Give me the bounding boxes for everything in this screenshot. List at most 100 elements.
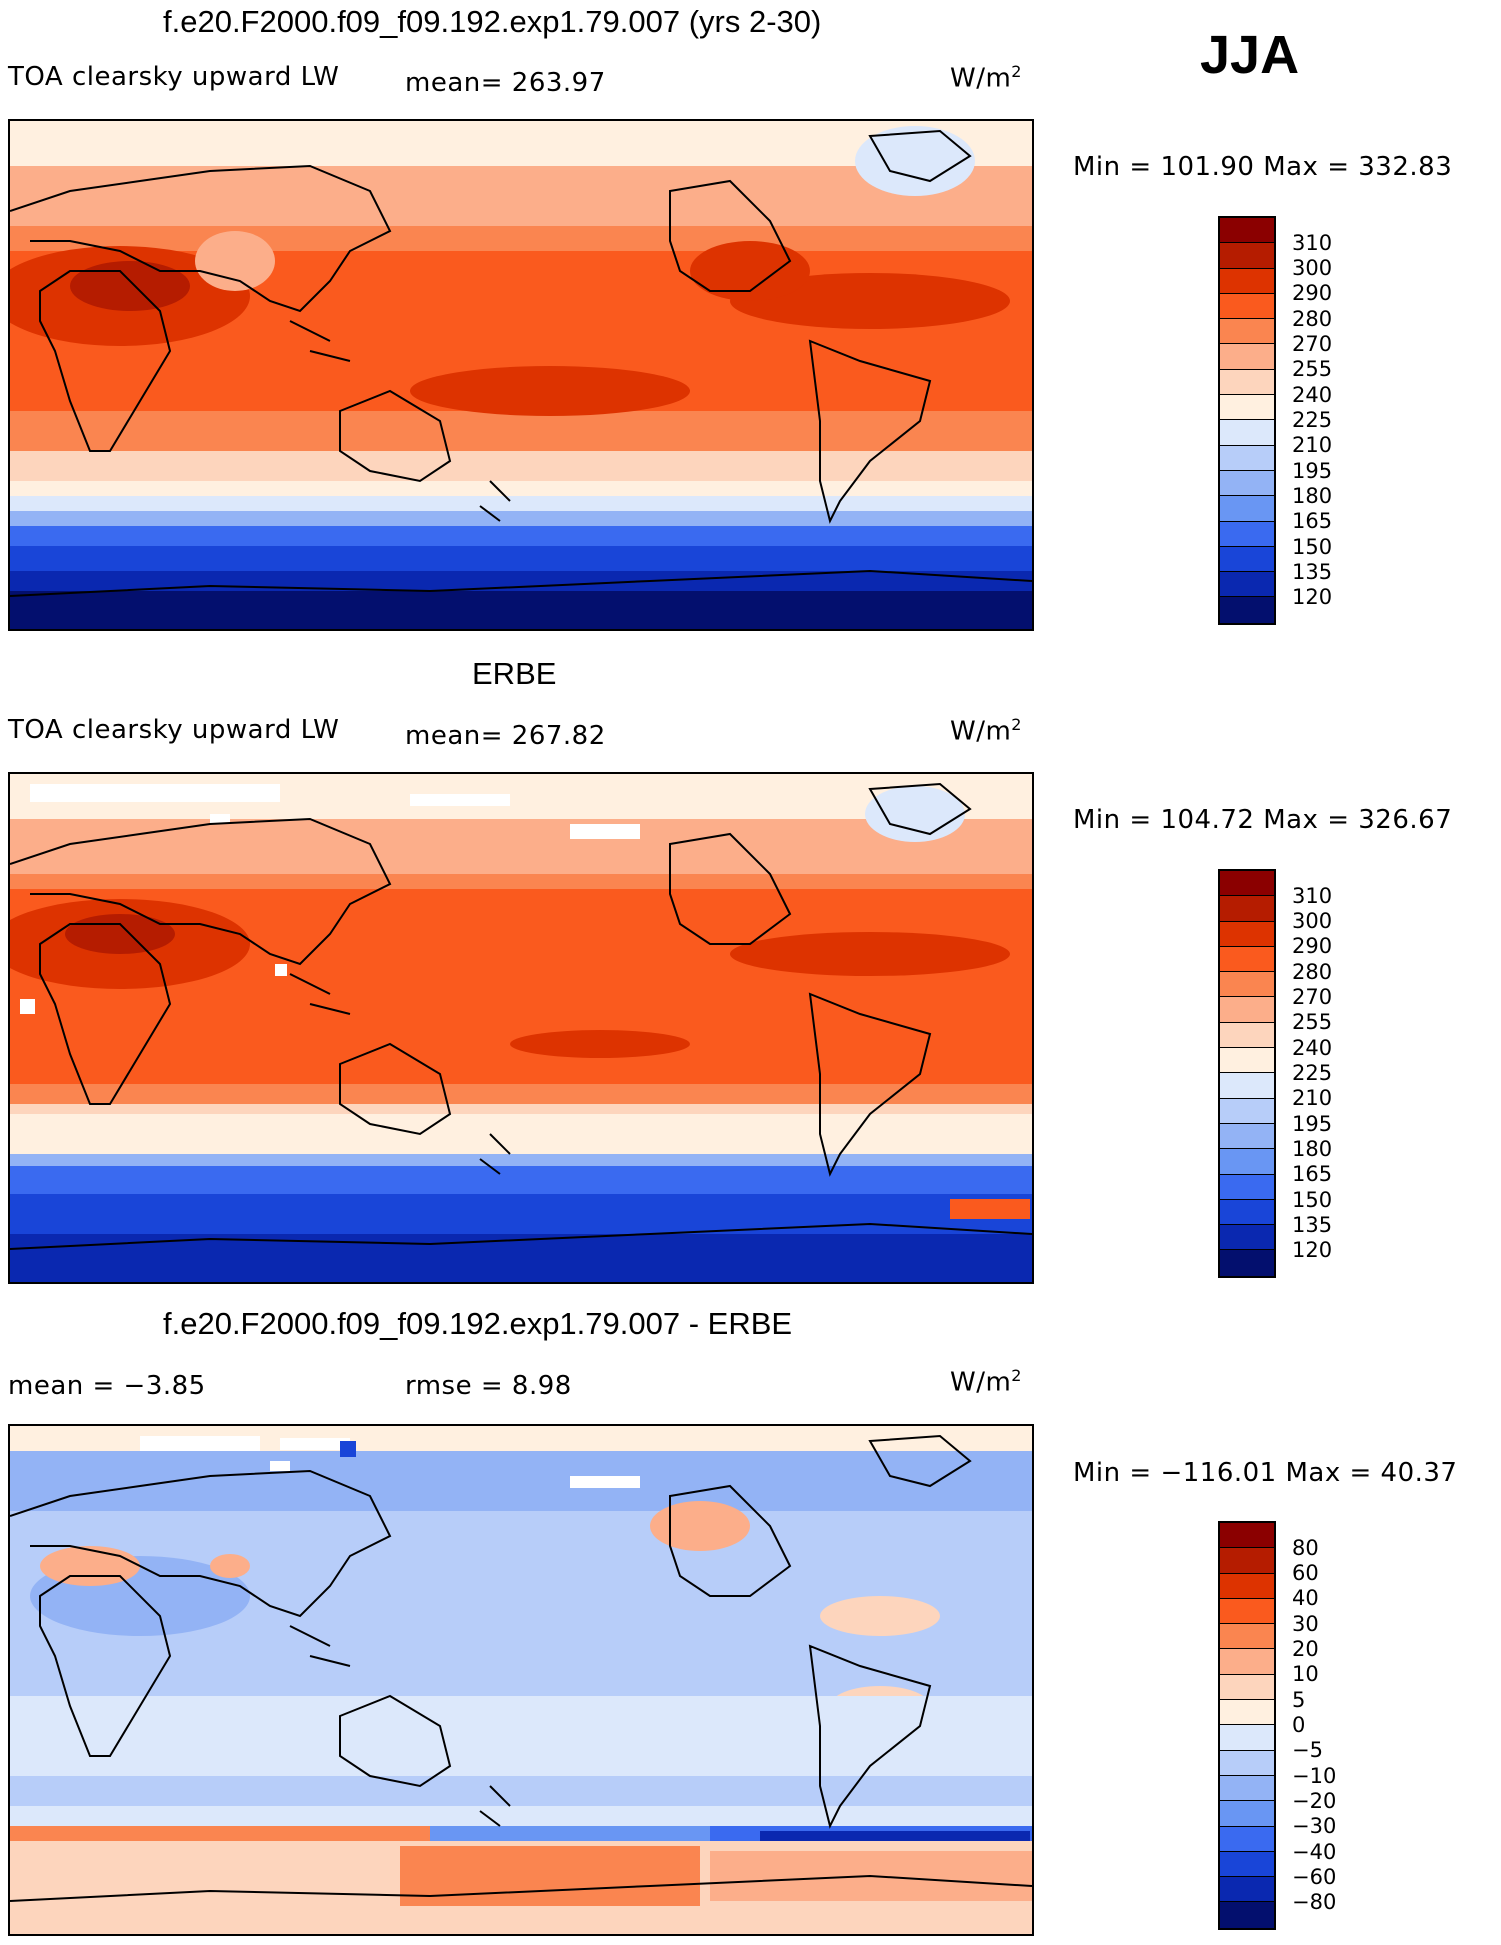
colorbar-tick: 40 <box>1292 1586 1319 1610</box>
colorbar-tick: 290 <box>1292 934 1333 958</box>
contour-fill <box>10 1154 1032 1166</box>
contour-fill <box>65 914 175 954</box>
contour-fill <box>10 1234 1032 1282</box>
colorbar-swatch <box>1220 268 1274 294</box>
colorbar-tick: 20 <box>1292 1637 1319 1661</box>
contour-fill <box>10 546 1032 571</box>
colorbar-tick: −40 <box>1292 1840 1337 1864</box>
colorbar-swatch <box>1220 871 1274 897</box>
panel2-minmax: Min = 104.72 Max = 326.67 <box>1073 805 1453 835</box>
panel3-minmax: Min = −116.01 Max = 40.37 <box>1073 1458 1458 1488</box>
colorbar-swatch <box>1220 1199 1274 1226</box>
colorbar-swatch <box>1220 243 1274 269</box>
colorbar-tick: 290 <box>1292 281 1333 305</box>
panel1-variable: TOA clearsky upward LW <box>8 62 340 92</box>
colorbar-tick: 120 <box>1292 1238 1333 1262</box>
colorbar-tick: 195 <box>1292 1112 1333 1136</box>
contour-fill <box>10 1696 1032 1776</box>
coastline <box>10 1434 1032 1902</box>
contour-fill <box>10 1451 1032 1511</box>
colorbar-tick: −60 <box>1292 1865 1337 1889</box>
panel3-units: W/m2 <box>950 1366 1022 1398</box>
panel3-rmse: rmse = 8.98 <box>405 1371 572 1401</box>
colorbar-tick: −10 <box>1292 1764 1337 1788</box>
contour-fill <box>820 1596 940 1636</box>
colorbar-tick: 270 <box>1292 985 1333 1009</box>
colorbar-swatch <box>1220 997 1274 1023</box>
panel1-map <box>8 119 1034 631</box>
colorbar-tick: 210 <box>1292 433 1333 457</box>
colorbar-swatch <box>1220 420 1274 446</box>
colorbar-tick: 310 <box>1292 231 1333 255</box>
colorbar-tick: 135 <box>1292 1213 1333 1237</box>
panel2-title: ERBE <box>472 656 557 691</box>
colorbar-swatch <box>1220 1523 1274 1549</box>
contour-fill <box>865 786 965 842</box>
panel3-title: f.e20.F2000.f09_f09.192.exp1.79.007 - ER… <box>163 1306 793 1341</box>
colorbar-swatch <box>1220 1851 1274 1878</box>
colorbar-swatch <box>1220 1073 1274 1099</box>
contour-fill <box>10 481 1032 496</box>
colorbar-swatch <box>1220 972 1274 998</box>
colorbar-swatch <box>1220 1624 1274 1650</box>
colorbar-tick: −5 <box>1292 1738 1323 1762</box>
contour-fill <box>10 526 1032 546</box>
colorbar-tick: 120 <box>1292 585 1333 609</box>
contour-fill <box>340 1441 356 1457</box>
coastline <box>10 782 1032 1250</box>
panel2-colorbar <box>1218 869 1276 1278</box>
colorbar-swatch <box>1220 1573 1274 1599</box>
colorbar-tick: 280 <box>1292 960 1333 984</box>
contour-fill <box>10 1826 430 1841</box>
colorbar-swatch <box>1220 1022 1274 1049</box>
panel3-colorbar <box>1218 1521 1276 1930</box>
colorbar-swatch <box>1220 1048 1274 1074</box>
colorbar-tick: 310 <box>1292 884 1333 908</box>
colorbar-tick: 240 <box>1292 1036 1333 1060</box>
colorbar-tick: 150 <box>1292 1188 1333 1212</box>
season-label: JJA <box>1200 25 1300 85</box>
colorbar-swatch <box>1220 1649 1274 1675</box>
contour-fill <box>70 261 190 311</box>
contour-fill <box>195 231 275 291</box>
colorbar-swatch <box>1220 344 1274 370</box>
colorbar-tick: 300 <box>1292 909 1333 933</box>
contour-fill <box>10 496 1032 511</box>
contour-fill <box>690 241 810 301</box>
colorbar-tick: 300 <box>1292 256 1333 280</box>
contour-fill <box>430 1826 710 1841</box>
colorbar-tick: 240 <box>1292 383 1333 407</box>
contour-fill <box>10 1166 1032 1194</box>
colorbar-tick: 255 <box>1292 357 1333 381</box>
colorbar-swatch <box>1220 1174 1274 1200</box>
colorbar-tick: 165 <box>1292 509 1333 533</box>
colorbar-tick: 180 <box>1292 484 1333 508</box>
panel2-variable: TOA clearsky upward LW <box>8 715 340 745</box>
colorbar-swatch <box>1220 946 1274 973</box>
panel1-colorbar <box>1218 216 1276 625</box>
contour-fill <box>210 1554 250 1578</box>
panel2-map <box>8 772 1034 1284</box>
colorbar-tick: 150 <box>1292 535 1333 559</box>
panel2-units: W/m2 <box>950 715 1022 747</box>
colorbar-tick: 135 <box>1292 560 1333 584</box>
colorbar-swatch <box>1220 1598 1274 1625</box>
colorbar-swatch <box>1220 496 1274 522</box>
panel2-mean: mean= 267.82 <box>405 721 606 751</box>
colorbar-swatch <box>1220 218 1274 244</box>
colorbar-swatch <box>1220 1548 1274 1574</box>
contour-fill <box>10 511 1032 526</box>
colorbar-tick: 30 <box>1292 1612 1319 1636</box>
colorbar-tick: 255 <box>1292 1010 1333 1034</box>
colorbar-tick: 10 <box>1292 1662 1319 1686</box>
colorbar-tick: 165 <box>1292 1162 1333 1186</box>
colorbar-swatch <box>1220 470 1274 497</box>
contour-fill <box>650 1501 750 1551</box>
colorbar-tick: 280 <box>1292 307 1333 331</box>
colorbar-tick: 210 <box>1292 1086 1333 1110</box>
colorbar-tick: 225 <box>1292 408 1333 432</box>
colorbar-swatch <box>1220 1775 1274 1802</box>
contour-fill <box>730 932 1010 976</box>
colorbar-tick: 5 <box>1292 1688 1306 1712</box>
colorbar-tick: 60 <box>1292 1561 1319 1585</box>
